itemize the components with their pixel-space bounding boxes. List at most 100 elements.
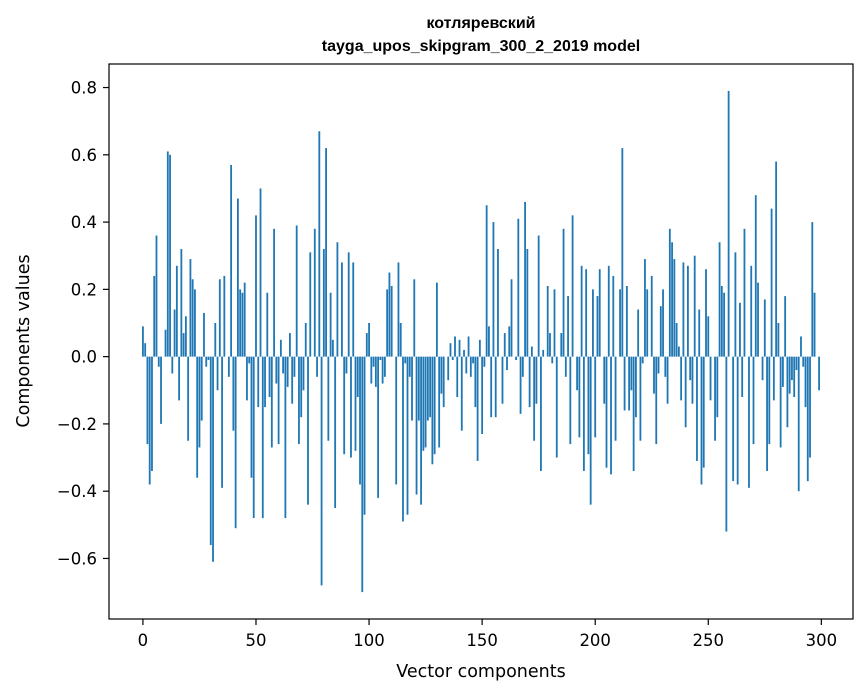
bar-171 (528, 356, 531, 408)
bar-208 (612, 275, 615, 357)
x-axis-label: Vector components (396, 662, 565, 682)
bar-215 (628, 356, 631, 411)
bar-197 (587, 356, 590, 455)
bar-18 (182, 333, 185, 357)
bar-56 (268, 356, 271, 397)
bar-150 (481, 356, 484, 434)
bar-102 (372, 356, 375, 367)
bar-84 (331, 339, 334, 357)
bar-124 (422, 356, 425, 451)
y-tick-label-7: 0.8 (71, 79, 97, 98)
bar-83 (329, 292, 332, 357)
bar-126 (426, 356, 429, 421)
bar-173 (533, 356, 536, 441)
bar-92 (350, 356, 352, 458)
bar-35 (221, 356, 223, 488)
bar-233 (668, 228, 671, 357)
y-tick-label-3: 0.0 (71, 348, 97, 367)
bar-2 (146, 356, 149, 445)
bar-7 (157, 356, 160, 367)
bar-196 (585, 269, 588, 357)
y-tick-label-1: −0.4 (57, 482, 97, 501)
bar-142 (463, 349, 465, 357)
bar-276 (766, 356, 768, 471)
bar-214 (625, 286, 628, 357)
bar-277 (768, 356, 771, 445)
bar-222 (644, 259, 646, 357)
bar-48 (250, 356, 253, 478)
bar-59 (275, 356, 278, 384)
bar-143 (465, 356, 468, 374)
bar-145 (469, 356, 472, 377)
bar-286 (788, 356, 791, 394)
bar-71 (302, 356, 305, 391)
bar-289 (795, 356, 798, 371)
x-tick-label-0: 0 (138, 631, 149, 650)
bar-65 (289, 333, 291, 357)
bar-179 (546, 286, 549, 357)
bar-207 (610, 356, 612, 475)
bar-141 (460, 356, 463, 431)
bar-270 (752, 356, 755, 445)
bar-160 (503, 333, 506, 357)
bar-69 (298, 356, 300, 445)
y-tick-label-0: −0.6 (57, 549, 97, 568)
bar-91 (347, 252, 350, 357)
bar-13 (171, 356, 174, 374)
bar-63 (284, 356, 287, 519)
bar-144 (467, 336, 470, 357)
bar-227 (655, 356, 658, 445)
bar-239 (682, 262, 685, 357)
bar-136 (449, 343, 452, 357)
bar-122 (417, 356, 420, 421)
bar-156 (494, 356, 497, 418)
x-tick-label-2: 100 (353, 631, 385, 650)
bar-221 (641, 356, 644, 364)
bar-166 (517, 218, 520, 357)
bar-51 (257, 356, 260, 408)
bar-86 (336, 242, 339, 357)
bar-41 (234, 356, 237, 529)
bar-15 (175, 265, 178, 357)
x-tick-label-4: 200 (579, 631, 611, 650)
bar-253 (714, 356, 716, 441)
bar-49 (252, 356, 255, 519)
bar-230 (662, 289, 664, 357)
bar-46 (246, 356, 248, 401)
bar-8 (160, 356, 162, 424)
bar-261 (732, 356, 735, 482)
bar-94 (354, 356, 357, 451)
bar-293 (804, 356, 807, 408)
bar-135 (447, 356, 450, 381)
plot-area-frame (108, 63, 854, 620)
bar-278 (770, 208, 773, 357)
bar-130 (436, 282, 438, 357)
y-tick-label-4: 0.2 (71, 280, 97, 299)
bar-11 (166, 151, 169, 357)
bar-159 (501, 356, 504, 404)
bar-237 (677, 346, 680, 357)
bar-190 (571, 215, 574, 357)
bar-24 (196, 356, 199, 478)
bar-1 (144, 343, 147, 357)
bar-22 (191, 279, 194, 357)
x-axis-ticks: 0 50 100 150 200 250 300 (138, 619, 837, 650)
bar-series (142, 90, 820, 593)
bar-20 (187, 356, 190, 441)
bar-168 (521, 356, 524, 377)
bar-147 (474, 356, 477, 408)
bar-294 (806, 356, 809, 482)
bar-54 (264, 356, 266, 408)
bar-290 (797, 356, 800, 492)
bar-187 (564, 356, 567, 377)
bar-183 (555, 356, 558, 458)
bar-119 (411, 356, 413, 421)
bar-61 (279, 339, 282, 357)
bar-180 (549, 333, 551, 357)
bar-226 (653, 356, 655, 394)
bar-177 (542, 349, 545, 357)
bar-34 (218, 279, 221, 357)
bar-249 (705, 269, 707, 357)
